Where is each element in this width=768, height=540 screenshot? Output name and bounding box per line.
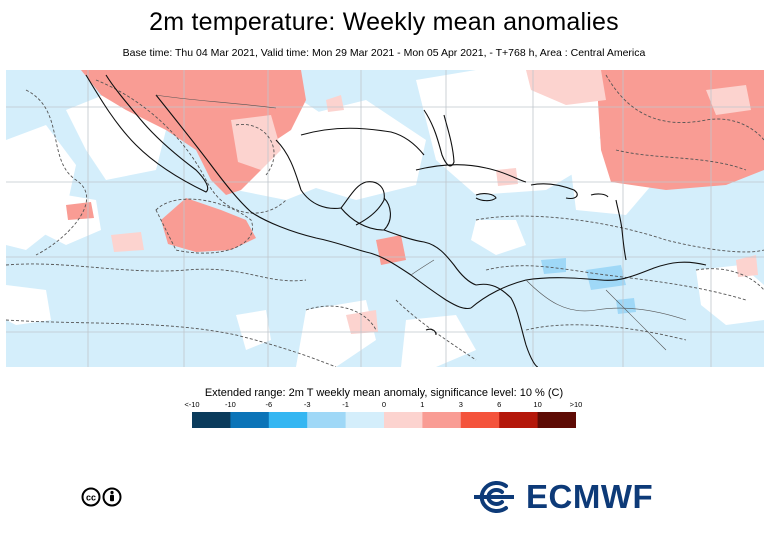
legend-tick-label: <-10 bbox=[184, 400, 200, 409]
map-canvas bbox=[6, 70, 764, 367]
ecmwf-logo[interactable]: ECMWF bbox=[470, 479, 690, 515]
country-borders bbox=[155, 94, 687, 351]
legend-colorbar bbox=[192, 412, 576, 428]
ecmwf-logo-text: ECMWF bbox=[526, 478, 654, 515]
legend-tick-label: 10 bbox=[533, 400, 542, 409]
legend-tick-label: 6 bbox=[497, 400, 502, 409]
legend-tick-labels: <-10 -10 -6 -3 -1 0 1 3 6 10 >10 bbox=[184, 400, 582, 410]
anomaly-map bbox=[6, 70, 764, 367]
legend-colorbar-svg bbox=[192, 412, 576, 428]
svg-text:cc: cc bbox=[86, 493, 96, 503]
legend-swatch bbox=[384, 412, 423, 428]
legend-tick-label: -6 bbox=[265, 400, 273, 409]
legend-tick-label: -10 bbox=[224, 400, 236, 409]
significance-contours bbox=[6, 74, 764, 367]
legend-swatch bbox=[345, 412, 385, 428]
legend-title: Extended range: 2m T weekly mean anomaly… bbox=[204, 387, 564, 399]
chart-title: 2m temperature: Weekly mean anomalies bbox=[149, 8, 619, 36]
legend-tick-label: >10 bbox=[569, 400, 583, 409]
legend-swatch bbox=[192, 412, 231, 428]
creative-commons-by-icon: cc bbox=[81, 487, 125, 507]
legend-swatch bbox=[537, 412, 576, 428]
legend-tick-label: -1 bbox=[342, 400, 349, 409]
legend-swatch bbox=[460, 412, 500, 428]
chart-subtitle: Base time: Thu 04 Mar 2021, Valid time: … bbox=[122, 47, 646, 59]
legend-swatch bbox=[499, 412, 539, 428]
legend-tick-label: 0 bbox=[381, 400, 387, 409]
legend-tick-label: 3 bbox=[458, 400, 463, 409]
legend-swatch bbox=[268, 412, 308, 428]
legend-swatch bbox=[307, 412, 347, 428]
ecmwf-logo-icon bbox=[474, 481, 514, 513]
legend-swatch bbox=[422, 412, 462, 428]
legend-tick-label: 1 bbox=[420, 400, 425, 409]
warm-regions bbox=[66, 70, 764, 334]
legend-swatch bbox=[230, 412, 270, 428]
coastlines bbox=[85, 74, 707, 367]
map-grid bbox=[6, 70, 764, 367]
legend-tick-label: -3 bbox=[303, 400, 311, 409]
cool-patches bbox=[541, 258, 636, 314]
